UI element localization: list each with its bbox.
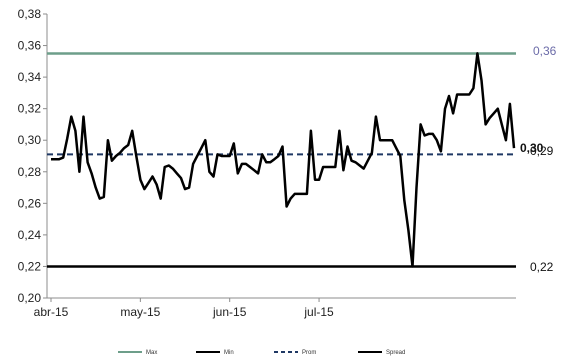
spread-line xyxy=(51,52,516,268)
max-end-label: 0,36 xyxy=(533,44,557,58)
y-tick-label: 0,30 xyxy=(18,133,42,147)
spread-series xyxy=(51,52,516,268)
legend-label-spread: Spread xyxy=(386,350,405,356)
legend: Max Min Prom Spread xyxy=(118,350,405,356)
y-tick-label: 0,38 xyxy=(18,7,42,21)
spread-end-label: 0,30 xyxy=(520,141,544,155)
y-tick-label: 0,22 xyxy=(18,259,42,273)
chart-axes xyxy=(46,14,516,299)
x-tick-label: jun-15 xyxy=(212,305,247,319)
legend-label-prom: Prom xyxy=(302,350,316,356)
x-tick-labels: abr-15 may-15 jun-15 jul-15 xyxy=(34,298,334,319)
x-tick-label: abr-15 xyxy=(34,305,69,319)
y-tick-label: 0,34 xyxy=(18,70,42,84)
y-tick-label: 0,36 xyxy=(18,39,42,53)
x-tick-label: may-15 xyxy=(120,305,160,319)
y-tick-label: 0,32 xyxy=(18,102,42,116)
y-tick-label: 0,26 xyxy=(18,196,42,210)
min-end-label: 0,22 xyxy=(530,260,554,274)
end-labels: 0,36 0,29 0,30 0,22 xyxy=(520,44,557,274)
x-tick-label: jul-15 xyxy=(303,305,334,319)
legend-label-max: Max xyxy=(146,350,157,356)
y-tick-label: 0,24 xyxy=(18,228,42,242)
prom-end-label: 0,29 xyxy=(530,144,554,158)
reference-lines xyxy=(47,52,516,268)
y-tick-label: 0,28 xyxy=(18,165,42,179)
y-tick-label: 0,20 xyxy=(18,291,42,305)
y-tick-labels: 0,20 0,22 0,24 0,26 0,28 0,30 0,32 0,34 0,36 0,38 xyxy=(18,7,47,305)
legend-label-min: Min xyxy=(224,350,234,356)
